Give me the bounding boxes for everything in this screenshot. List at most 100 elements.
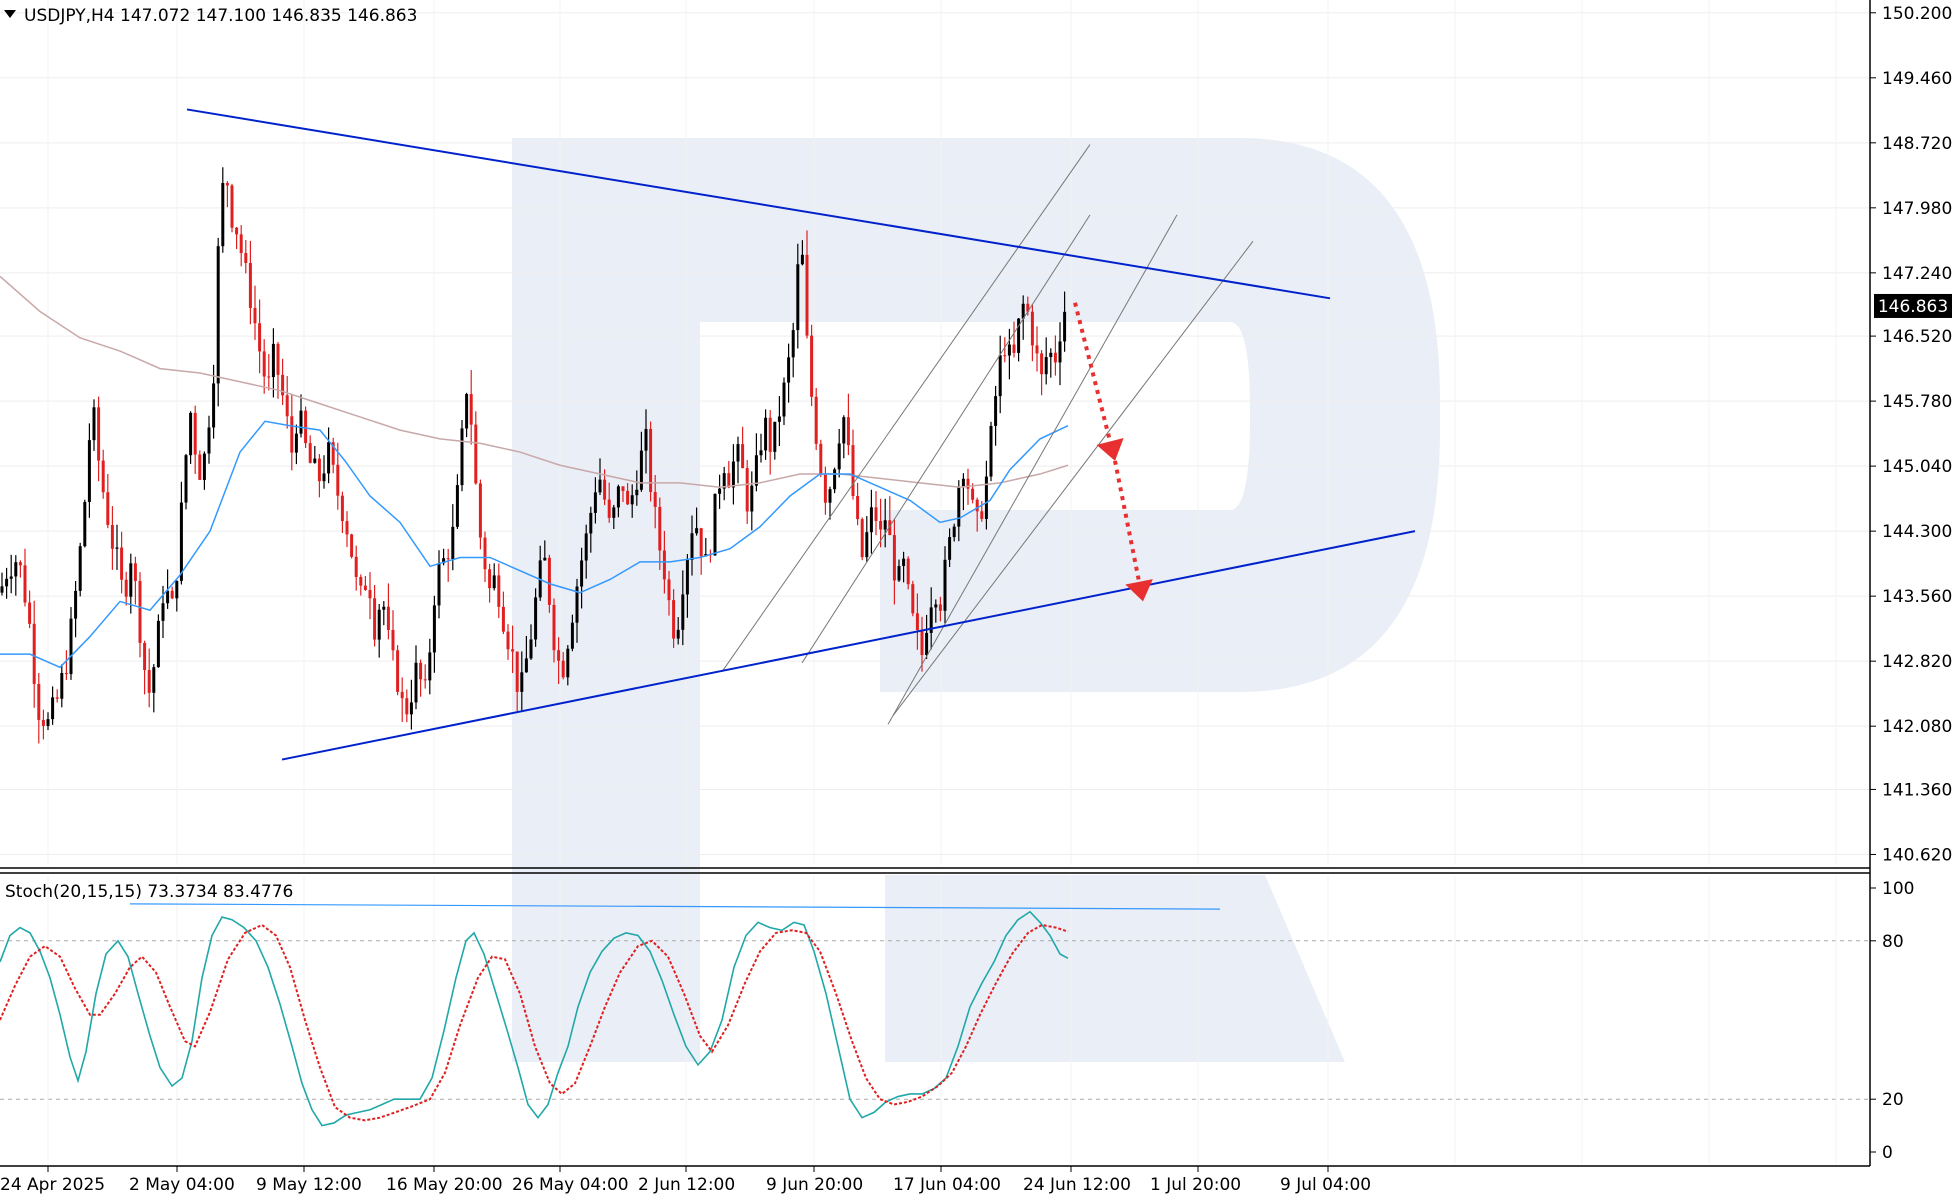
channel-line [801, 214, 1091, 664]
candle-body [336, 464, 340, 496]
candle-body [442, 558, 446, 564]
candle-body [1058, 341, 1062, 363]
candle-body [925, 632, 929, 656]
candle-body [722, 473, 726, 489]
candle-body [469, 394, 473, 425]
watermark-letter-r-leg [885, 875, 1345, 1062]
current-price-badge: 146.863 [1874, 293, 1952, 318]
price-tick-label: 141.360 [1882, 780, 1952, 800]
candle-body [267, 376, 271, 378]
price-panel[interactable] [0, 0, 1870, 865]
candle-body [129, 563, 133, 597]
candle-body [607, 499, 611, 518]
candle-body [290, 416, 294, 453]
candle-body [294, 433, 298, 453]
candle-body [543, 557, 547, 561]
candle-body [184, 455, 188, 503]
candle-body [667, 579, 671, 601]
symbol-header: USDJPY,H4 147.072 147.100 146.835 146.86… [4, 6, 417, 26]
candle-body [833, 469, 837, 490]
candle-body [216, 246, 220, 384]
candle-body [580, 560, 584, 587]
candle-body [621, 486, 625, 491]
candle-body [980, 511, 984, 519]
candle-body [0, 586, 4, 593]
candle-body [934, 604, 938, 608]
candle-body [856, 495, 860, 520]
trendline-lower [281, 530, 1416, 761]
candle-body [308, 443, 312, 463]
candle-body [271, 343, 275, 378]
candle-body [258, 323, 262, 352]
candle-body [1044, 357, 1048, 375]
forecast-arrow-head [1125, 579, 1153, 602]
price-tick-label: 146.520 [1882, 327, 1952, 347]
stochastic-axis: 100 80 20 0 [1870, 879, 1914, 1163]
price-tick-label: 147.980 [1882, 199, 1952, 219]
candle-body [101, 460, 105, 493]
candle-body [787, 357, 791, 383]
candle-body [920, 630, 924, 656]
candle-body [561, 660, 565, 678]
time-tick-label: 9 Jul 04:00 [1280, 1175, 1371, 1195]
candle-body [589, 512, 593, 534]
candle-body [874, 507, 878, 521]
candle-body [846, 417, 850, 446]
candle-body [911, 584, 915, 614]
candle-body [1012, 344, 1016, 353]
candle-body [566, 648, 570, 678]
price-tick-label: 148.720 [1882, 134, 1952, 154]
candle-body [943, 559, 947, 611]
candle-body [635, 489, 639, 496]
candle-body [28, 602, 32, 624]
candle-body [952, 526, 956, 538]
dropdown-triangle-icon[interactable] [4, 10, 16, 18]
candle-body [32, 623, 36, 684]
candle-body [313, 458, 317, 463]
candle-body [805, 254, 809, 336]
price-tick-label: 145.040 [1882, 457, 1952, 477]
candle-body [78, 546, 82, 591]
candle-body [791, 330, 795, 358]
candle-body [41, 719, 45, 726]
candle-body [368, 590, 372, 599]
candle-body [483, 537, 487, 570]
candle-body [152, 667, 156, 693]
candle-body [994, 396, 998, 426]
forecast-arrow-head [1096, 438, 1124, 461]
price-tick-label: 150.200 [1882, 4, 1952, 24]
candle-body [961, 478, 965, 487]
candle-body [460, 428, 464, 486]
watermark-letter-r-bowl [512, 138, 1440, 1062]
candle-body [147, 670, 151, 693]
candle-body [285, 395, 289, 417]
watermark-logo [512, 138, 1440, 1062]
candle-body [253, 307, 257, 324]
candle-body [37, 683, 41, 720]
stochastic-horizontal-trendline [129, 903, 1221, 910]
candle-body [653, 492, 657, 507]
candle-body [437, 563, 441, 606]
candle-body [350, 534, 354, 557]
candle-body [598, 479, 602, 493]
candle-body [170, 590, 174, 599]
candle-body [60, 672, 64, 699]
candle-body [593, 492, 597, 513]
price-tick-label: 143.560 [1882, 587, 1952, 607]
stochastic-panel[interactable] [0, 876, 1870, 1164]
candle-body [695, 528, 699, 534]
candle-body [110, 524, 114, 549]
candle-body [193, 412, 197, 455]
candle-body [672, 600, 676, 639]
candle-body [777, 416, 781, 422]
candle-body [175, 580, 179, 599]
candle-body [92, 407, 96, 441]
candle-body [133, 563, 137, 581]
candle-body [212, 383, 216, 428]
fast-moving-average-line [0, 420, 1069, 669]
forecast-arrow-line [1113, 460, 1142, 583]
candle-body [506, 631, 510, 650]
candle-body [497, 575, 501, 607]
candle-body [331, 442, 335, 465]
